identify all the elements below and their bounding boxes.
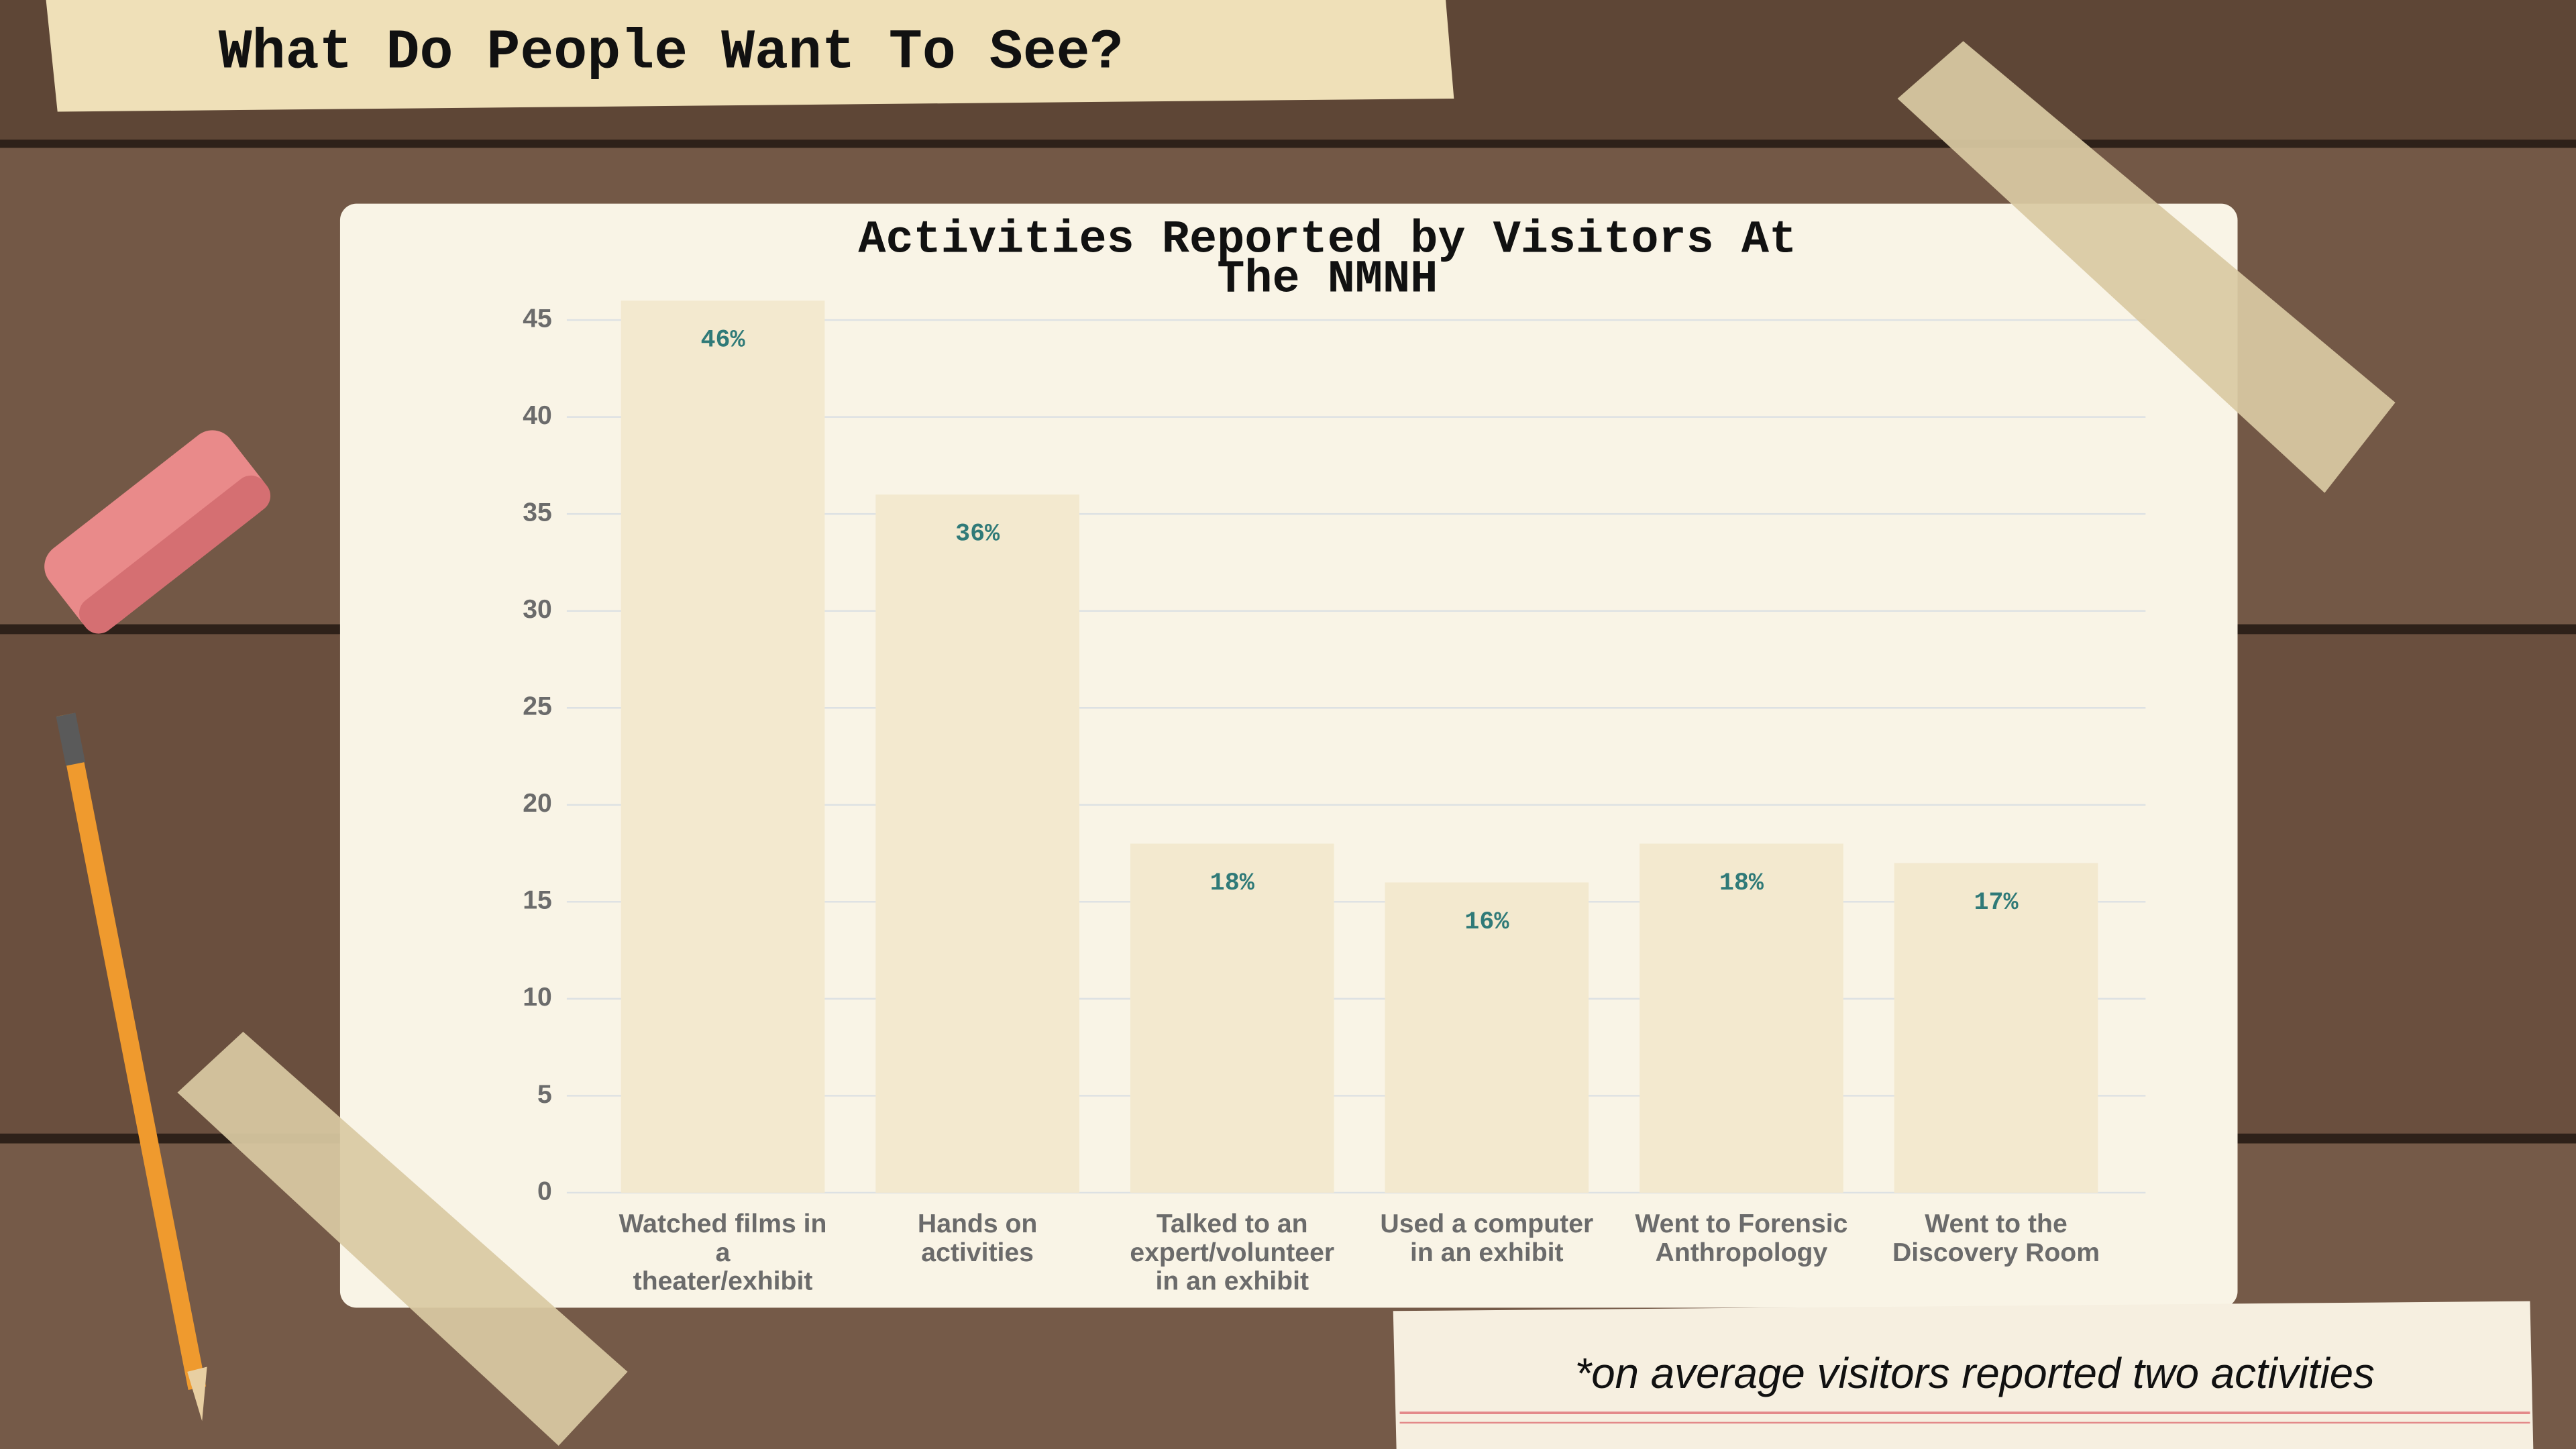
footnote: *on average visitors reported two activi… — [1575, 1350, 2375, 1397]
bar — [1640, 843, 1843, 1193]
y-tick-label: 45 — [523, 304, 552, 333]
value-label: 17% — [1974, 889, 2019, 917]
chart: Activities Reported by Visitors At The NM… — [523, 214, 2146, 1296]
y-tick-label: 30 — [523, 595, 552, 624]
y-tick-label: 35 — [523, 498, 552, 527]
x-tick-label: Talked to an expert/volunteer in an exhibi… — [1130, 1210, 1334, 1296]
bar — [1385, 882, 1589, 1193]
value-label: 18% — [1719, 869, 1764, 898]
chart-title: Activities Reported by Visitors At The NM… — [858, 214, 1796, 306]
x-tick-label: Hands on activities — [918, 1210, 1037, 1267]
y-tick-label: 15 — [523, 886, 552, 915]
bar — [621, 301, 825, 1193]
tape-bottom-left — [177, 1031, 628, 1446]
x-tick-label: Used a computer in an exhibit — [1380, 1210, 1593, 1267]
bar — [875, 494, 1079, 1193]
value-label: 18% — [1210, 869, 1255, 898]
y-tick-label: 10 — [523, 983, 552, 1012]
footnote-paper — [1393, 1301, 2534, 1449]
title-tape — [46, 0, 1454, 112]
bar — [1894, 863, 2098, 1193]
tape-top-right — [1897, 41, 2396, 493]
pencil — [56, 712, 207, 1421]
y-tick-label: 0 — [537, 1177, 552, 1205]
eraser — [44, 430, 271, 634]
y-tick-label: 5 — [537, 1080, 552, 1109]
slide-title: What Do People Want To See? — [219, 21, 1124, 85]
value-label: 36% — [955, 521, 1000, 549]
y-tick-label: 20 — [523, 789, 552, 818]
y-tick-label: 25 — [523, 692, 552, 721]
x-tick-label: Watched films in a theater/exhibit — [619, 1210, 827, 1296]
x-tick-label: Went to the Discovery Room — [1892, 1210, 2100, 1267]
bar — [1130, 843, 1334, 1193]
y-tick-label: 40 — [523, 401, 552, 430]
value-label: 46% — [700, 327, 745, 355]
x-tick-label: Went to Forensic Anthropology — [1635, 1210, 1847, 1267]
value-label: 16% — [1464, 908, 1509, 936]
